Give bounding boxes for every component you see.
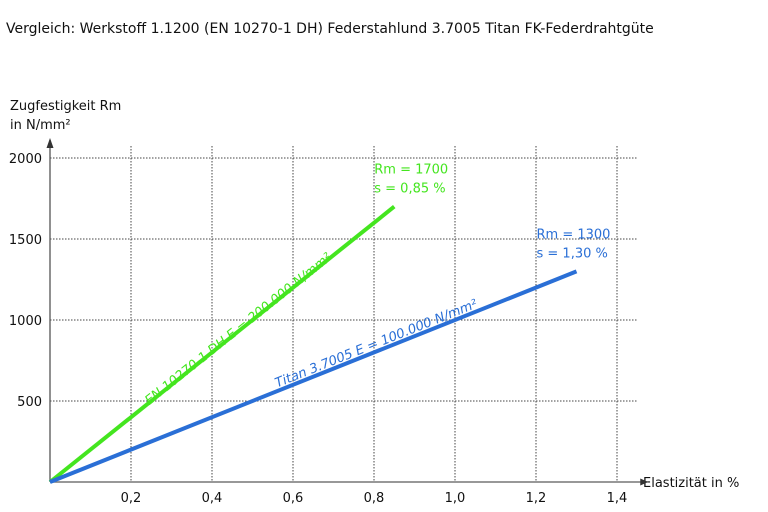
y-tick-label: 1500 — [9, 233, 42, 248]
series-end-label: Rm = 1700 — [374, 163, 448, 178]
x-tick-label: 0,4 — [202, 491, 223, 506]
chart-title: Vergleich: Werkstoff 1.1200 (EN 10270-1 … — [6, 21, 654, 37]
series-end-label: s = 1,30 % — [537, 246, 608, 261]
y-tick-label: 1000 — [9, 314, 42, 329]
y-tick-label: 500 — [17, 395, 42, 410]
series-line — [49, 269, 578, 484]
y-axis-label: Zugfestigkeit Rm — [10, 99, 121, 114]
y-axis-label-unit: in N/mm² — [10, 118, 71, 133]
series-line — [48, 205, 396, 484]
series-label: Titan 3.7005 E = 100.000 N/mm² — [273, 297, 480, 391]
y-axis-arrow — [46, 138, 54, 148]
x-tick-label: 1,0 — [445, 491, 466, 506]
x-axis-label: Elastizität in % — [643, 476, 739, 491]
x-tick-label: 0,2 — [121, 491, 142, 506]
x-tick-label: 1,2 — [526, 491, 547, 506]
x-tick-label: 0,6 — [283, 491, 304, 506]
series-end-label: Rm = 1300 — [537, 227, 611, 242]
x-tick-label: 0,8 — [364, 491, 385, 506]
series-end-label: s = 0,85 % — [374, 182, 445, 197]
x-tick-label: 1,4 — [607, 491, 628, 506]
series-label: EN 10270-1 DH E = 200.000 N/mm² — [142, 250, 334, 408]
y-tick-label: 2000 — [9, 152, 42, 167]
x-axis-arrow — [640, 478, 649, 486]
